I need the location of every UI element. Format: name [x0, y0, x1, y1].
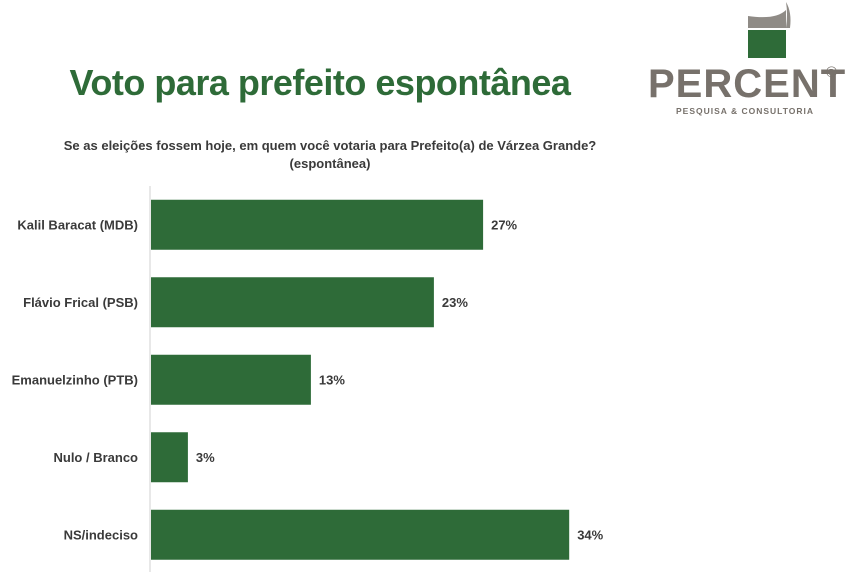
- category-label-0: Kalil Baracat (MDB): [17, 217, 138, 232]
- question-line-1: Se as eleições fossem hoje, em quem você…: [63, 138, 597, 153]
- page-title: Voto para prefeito espontânea: [69, 62, 571, 103]
- survey-question: Se as eleições fossem hoje, em quem você…: [0, 137, 660, 173]
- bars-group: Kalil Baracat (MDB) 27% Flávio Frical (PSB…: [12, 199, 604, 560]
- logo-mark-top-shape: [748, 10, 786, 28]
- bar-3: [151, 432, 188, 483]
- category-label-1: Flávio Frical (PSB): [23, 295, 138, 310]
- value-label-3: 3%: [196, 450, 215, 465]
- bar-2: [151, 354, 311, 405]
- bar-1: [151, 277, 434, 328]
- logo-mark-bottom-shape: [748, 30, 786, 58]
- logo-mark-curl-shape: [786, 2, 791, 28]
- value-label-0: 27%: [491, 217, 517, 232]
- question-line-2: (espontânea): [289, 156, 371, 171]
- bar-4: [151, 509, 570, 560]
- category-label-2: Emanuelzinho (PTB): [12, 372, 138, 387]
- logo-wordmark: PERCENT: [648, 62, 847, 106]
- value-label-1: 23%: [442, 295, 468, 310]
- value-label-4: 34%: [577, 527, 603, 542]
- percent-logo: PERCENT ® PESQUISA & CONSULTORIA: [648, 0, 848, 120]
- logo-mark-icon: [748, 2, 791, 58]
- category-label-3: Nulo / Branco: [53, 450, 138, 465]
- logo-tagline: PESQUISA & CONSULTORIA: [676, 106, 815, 116]
- category-label-4: NS/indeciso: [64, 527, 138, 542]
- bar-0: [151, 199, 484, 250]
- logo-registered-mark: ®: [826, 64, 838, 81]
- value-label-2: 13%: [319, 372, 345, 387]
